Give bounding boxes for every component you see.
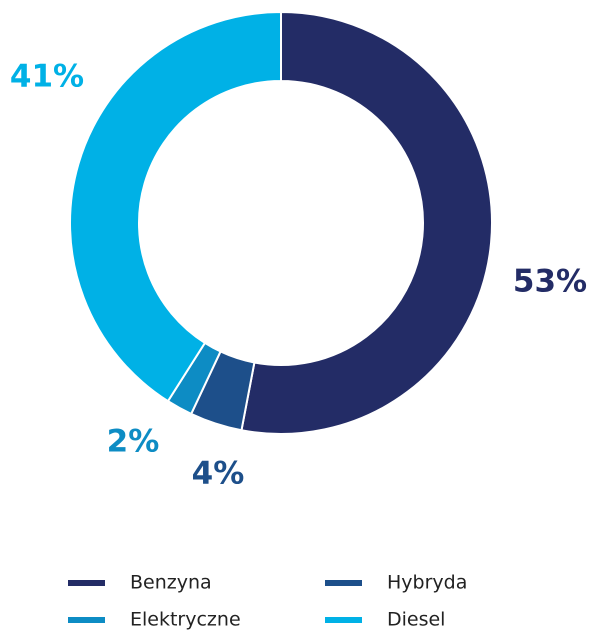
legend-swatch (68, 617, 105, 623)
legend-label: Hybryda (387, 572, 467, 594)
value-label: 2% (107, 424, 160, 460)
legend-swatch (325, 617, 362, 623)
value-label: 41% (10, 59, 84, 95)
value-label: 53% (513, 264, 587, 300)
legend-swatch (68, 580, 105, 586)
donut-segment (240, 10, 493, 435)
legend-swatch (325, 580, 362, 586)
legend-label: Elektryczne (130, 609, 241, 630)
legend-label: Diesel (387, 609, 445, 630)
value-label: 4% (192, 456, 245, 492)
donut-segment (69, 10, 282, 403)
legend-label: Benzyna (130, 572, 212, 594)
